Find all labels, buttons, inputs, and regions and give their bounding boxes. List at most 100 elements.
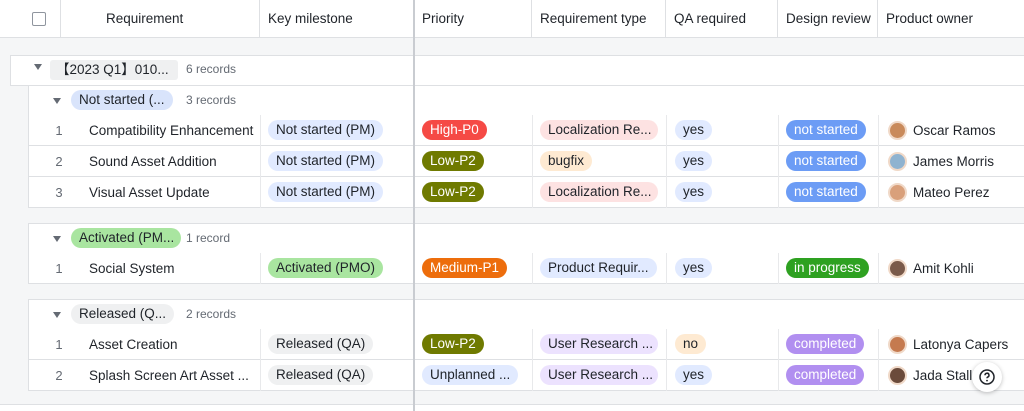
frozen-divider (413, 0, 415, 411)
toggle[interactable] (53, 98, 61, 104)
group-row (10, 55, 1024, 86)
tag: no (675, 334, 707, 354)
cell-border (878, 329, 879, 360)
cell-border (532, 146, 533, 177)
tag: Low-P2 (422, 151, 484, 171)
column-header[interactable]: Key milestone (260, 0, 414, 38)
subgroup-count: 2 records (186, 307, 237, 321)
requirement-cell: Social System (89, 261, 175, 276)
column-header[interactable]: Design review (778, 0, 878, 38)
requirement-cell: Asset Creation (89, 337, 178, 352)
owner-name: Oscar Ramos (913, 123, 996, 138)
tag: Released (QA) (268, 334, 374, 354)
tag: Not started (PM) (268, 182, 383, 202)
tag: bugfix (540, 151, 593, 171)
tag: Released (QA) (268, 365, 374, 385)
tag: yes (675, 258, 713, 278)
cell-border (666, 360, 667, 391)
tag: not started (786, 182, 866, 202)
avatar (888, 152, 907, 171)
tag: User Research ... (540, 334, 658, 354)
divider (60, 0, 61, 38)
cell-border (666, 329, 667, 360)
cell-border (878, 146, 879, 177)
cell-border (778, 146, 779, 177)
cell-border (778, 360, 779, 391)
tag: Activated (PMO) (268, 258, 383, 278)
column-header[interactable]: Product owner (878, 0, 1024, 38)
tag: completed (786, 365, 865, 385)
cell-border (778, 329, 779, 360)
column-header[interactable]: Priority (414, 0, 532, 38)
tag: not started (786, 120, 866, 140)
tag: yes (675, 120, 713, 140)
cell-border (260, 329, 261, 360)
toggle[interactable] (53, 312, 61, 318)
column-header[interactable]: QA required (666, 0, 778, 38)
cell-border (878, 177, 879, 208)
table-header (0, 0, 1024, 38)
cell-border (778, 177, 779, 208)
column-header[interactable]: Requirement (68, 0, 260, 38)
avatar (888, 183, 907, 202)
toggle[interactable] (53, 236, 61, 242)
tag: yes (675, 365, 713, 385)
tag: Localization Re... (540, 120, 658, 140)
tag: Not started (PM) (268, 151, 383, 171)
cell-border (666, 115, 667, 146)
subgroup-label: Released (Q... (71, 304, 175, 324)
footer (0, 404, 1024, 411)
cell-border (532, 360, 533, 391)
tag: yes (675, 151, 713, 171)
tag: not started (786, 151, 866, 171)
owner-name: Mateo Perez (913, 185, 990, 200)
cell-border (532, 253, 533, 284)
group-label: 【2023 Q1】010... (50, 60, 178, 80)
cell-border (778, 115, 779, 146)
select-all-checkbox[interactable] (32, 12, 46, 26)
cell-border (666, 146, 667, 177)
subgroup-count: 3 records (186, 93, 237, 107)
subgroup-row (28, 299, 1024, 330)
cell-border (532, 329, 533, 360)
cell-border (260, 253, 261, 284)
toggle[interactable] (34, 64, 42, 70)
column-header[interactable]: Requirement type (532, 0, 666, 38)
subgroup-label: Activated (PM... (71, 228, 181, 248)
owner-name: Jada Stall (913, 368, 973, 383)
tag: in progress (786, 258, 869, 278)
help-button[interactable] (972, 362, 1002, 392)
cell-border (878, 253, 879, 284)
cell-border (878, 115, 879, 146)
requirement-cell: Compatibility Enhancement (89, 123, 254, 138)
row-index: 1 (55, 261, 63, 276)
cell-border (666, 253, 667, 284)
avatar (888, 259, 907, 278)
tag: completed (786, 334, 865, 354)
cell-border (260, 177, 261, 208)
subgroup-label: Not started (... (71, 90, 173, 110)
owner-name: James Morris (913, 154, 995, 169)
help-icon (979, 369, 995, 386)
cell-border (260, 115, 261, 146)
cell-border (260, 146, 261, 177)
avatar (888, 366, 907, 385)
tag: High-P0 (422, 120, 487, 140)
requirement-cell: Visual Asset Update (89, 185, 210, 200)
avatar (888, 121, 907, 140)
owner-name: Latonya Capers (913, 337, 1009, 352)
requirement-cell: Splash Screen Art Asset ... (89, 368, 249, 383)
tag: User Research ... (540, 365, 658, 385)
cell-border (532, 115, 533, 146)
avatar (888, 335, 907, 354)
tag: Low-P2 (422, 334, 484, 354)
tag: Product Requir... (540, 258, 657, 278)
row-index: 2 (55, 154, 63, 169)
row-index: 1 (55, 337, 63, 352)
cell-border (878, 360, 879, 391)
row-index: 2 (55, 368, 63, 383)
subgroup-count: 1 record (186, 231, 231, 245)
cell-border (532, 177, 533, 208)
cell-border (666, 177, 667, 208)
